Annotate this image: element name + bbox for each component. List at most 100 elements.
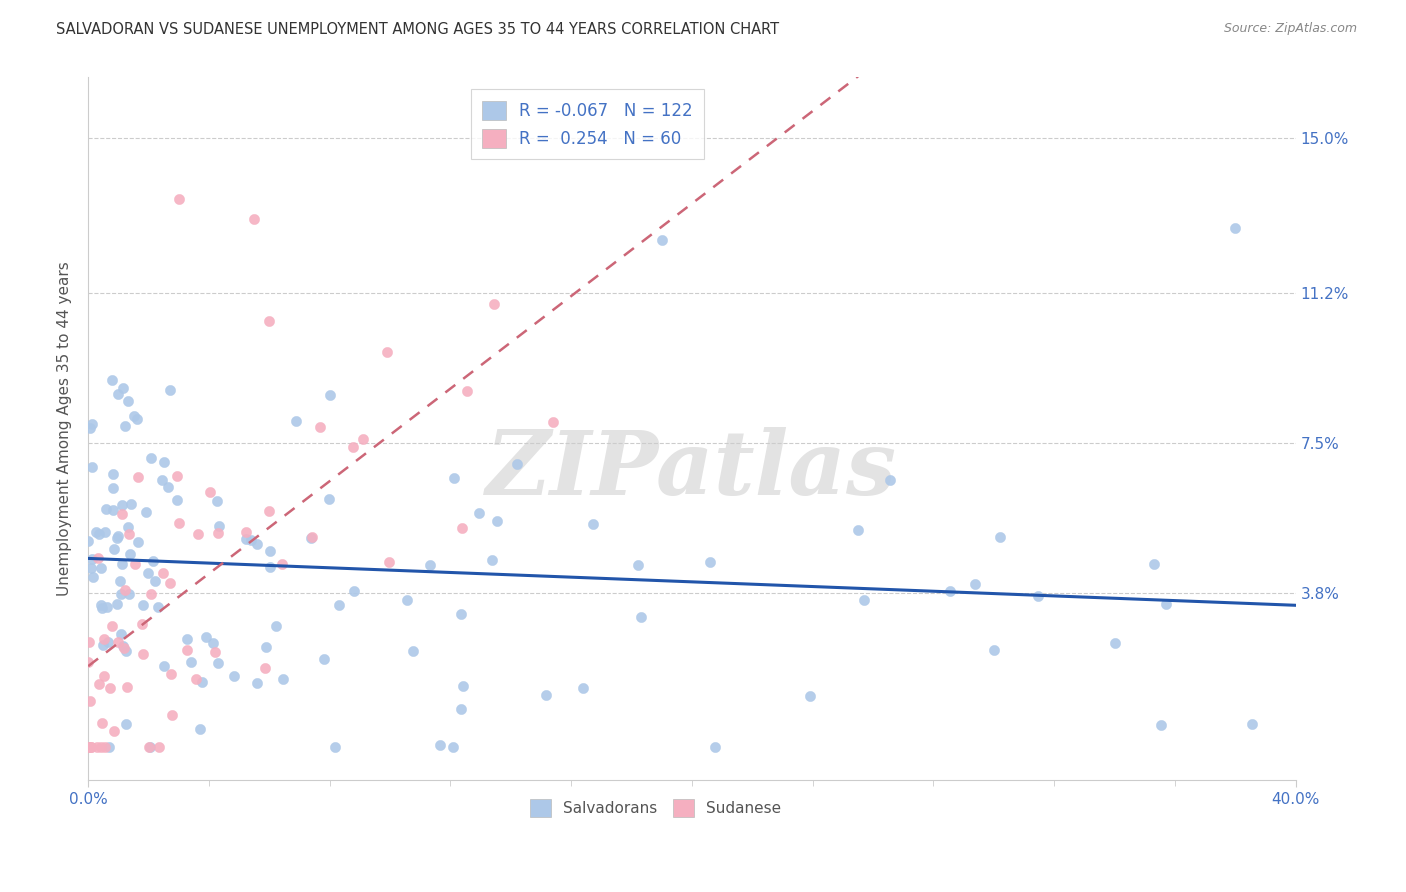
Point [114,582,136,597]
Point [627,558,650,573]
Point [270,558,292,572]
Point [112,381,135,395]
Point [429,738,451,752]
Point [159,383,181,397]
Point [246,676,269,690]
Point [139,451,162,466]
Point [259,314,281,328]
Point [142,554,165,568]
Point [222,669,245,683]
Point [98,681,121,696]
Point [110,498,132,512]
Point [481,553,503,567]
Point [188,722,211,736]
Point [482,297,505,311]
Point [259,544,281,558]
Point [152,658,174,673]
Point [375,345,398,359]
Point [153,454,176,468]
Point [264,619,287,633]
Point [204,645,226,659]
Point [323,740,346,755]
Point [259,559,281,574]
Point [117,587,139,601]
Point [136,566,159,580]
Point [235,533,257,547]
Point [79,694,101,708]
Point [187,527,209,541]
Point [90,561,112,575]
Point [1143,558,1166,572]
Point [451,521,474,535]
Point [988,530,1011,544]
Point [115,680,138,694]
Point [166,492,188,507]
Point [80,740,103,755]
Point [235,524,257,539]
Point [443,471,465,485]
Point [82,459,104,474]
Point [97,635,120,649]
Point [94,501,117,516]
Point [159,575,181,590]
Point [94,740,117,755]
Point [243,212,266,227]
Point [105,531,128,545]
Point [342,583,364,598]
Point [97,740,120,755]
Point [284,414,307,428]
Point [208,518,231,533]
Point [96,599,118,614]
Point [536,688,558,702]
Point [419,558,441,572]
Point [299,531,322,545]
Point [111,508,134,522]
Point [131,648,153,662]
Point [441,740,464,755]
Point [180,655,202,669]
Point [485,514,508,528]
Point [111,639,134,653]
Point [651,233,673,247]
Point [79,421,101,435]
Point [1104,636,1126,650]
Point [112,641,135,656]
Point [90,598,112,612]
Point [378,556,401,570]
Point [572,681,595,695]
Point [82,570,104,584]
Point [105,597,128,611]
Point [207,526,229,541]
Legend: Salvadorans, Sudanese: Salvadorans, Sudanese [522,792,789,824]
Point [103,724,125,739]
Point [87,526,110,541]
Point [103,482,125,496]
Point [852,593,875,607]
Point [150,473,173,487]
Point [254,661,277,675]
Point [176,643,198,657]
Point [91,716,114,731]
Point [451,680,474,694]
Point [90,740,112,755]
Point [103,502,125,516]
Point [328,599,350,613]
Point [139,586,162,600]
Point [124,557,146,571]
Point [938,584,960,599]
Point [167,516,190,530]
Point [111,557,134,571]
Point [91,600,114,615]
Point [108,574,131,588]
Point [107,635,129,649]
Point [191,675,214,690]
Point [82,552,104,566]
Point [91,638,114,652]
Point [450,702,472,716]
Point [319,388,342,402]
Point [541,415,564,429]
Point [101,374,124,388]
Point [159,666,181,681]
Point [79,635,101,649]
Point [207,657,229,671]
